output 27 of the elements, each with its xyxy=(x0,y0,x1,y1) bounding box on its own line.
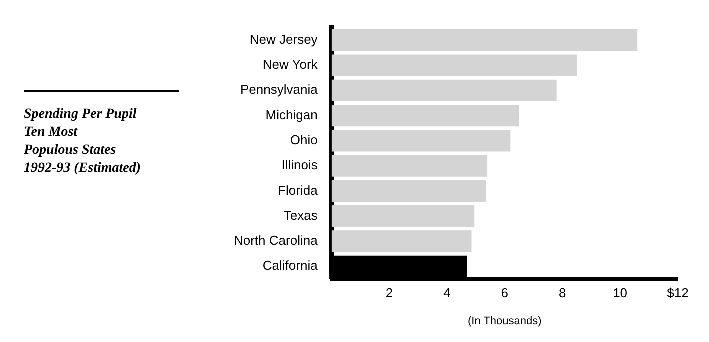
bar xyxy=(332,155,488,177)
bar xyxy=(332,206,475,228)
bar xyxy=(332,104,520,127)
y-tick-label: Texas xyxy=(284,208,318,223)
text: Spending Per Pupil Ten Most Populous States 1992-93 (Estimated) xyxy=(24,106,142,178)
y-tick-label: New Jersey xyxy=(250,32,318,47)
x-tick-label: $12 xyxy=(667,286,689,301)
x-tick-label: 2 xyxy=(386,286,394,301)
x-tick-label: 6 xyxy=(501,286,509,301)
y-tick-label: Ohio xyxy=(290,132,318,148)
y-tick-label: Illinois xyxy=(282,158,318,173)
y-tick-label: Florida xyxy=(278,182,319,198)
bar xyxy=(332,80,557,102)
x-tick-label: 4 xyxy=(444,286,451,301)
bar xyxy=(332,130,511,152)
y-tick-label: Michigan xyxy=(266,107,318,122)
bar xyxy=(332,30,638,52)
x-axis-title: (In Thousands) xyxy=(468,315,542,328)
y-tick-label: Pennsylvania xyxy=(240,82,319,98)
bar xyxy=(332,54,578,76)
x-tick-label: 10 xyxy=(613,286,628,301)
y-tick-label: California xyxy=(262,258,319,274)
y-tick-label: North Carolina xyxy=(234,233,319,248)
y-tick-label: New York xyxy=(262,57,318,72)
x-tick-label: 8 xyxy=(558,286,566,301)
bar xyxy=(332,180,486,202)
bar xyxy=(332,230,472,252)
